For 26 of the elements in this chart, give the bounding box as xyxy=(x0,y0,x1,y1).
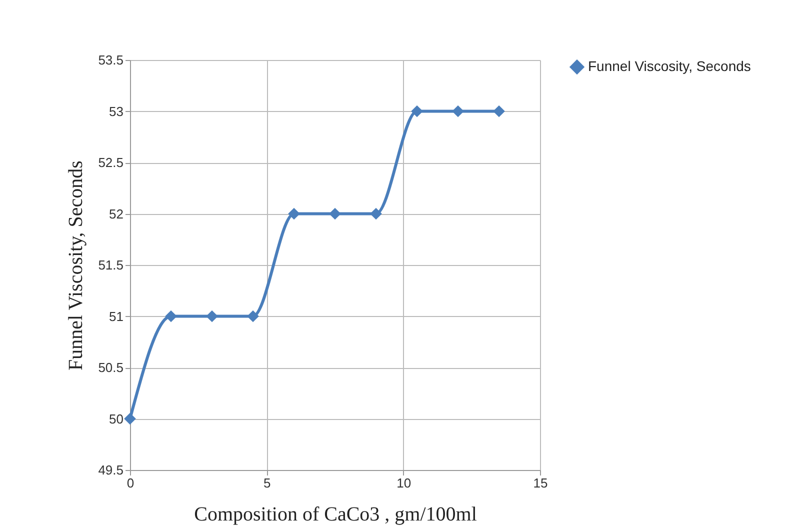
y-tick-label: 53 xyxy=(109,104,124,119)
y-tick-label: 50 xyxy=(109,411,124,426)
y-tick-label: 51.5 xyxy=(98,258,124,272)
y-tick-label: 53.5 xyxy=(98,52,124,68)
y-axis-title: Funnel Viscosity, Seconds xyxy=(65,160,88,370)
point xyxy=(493,105,505,118)
point xyxy=(329,208,341,220)
legend-label: Funnel Viscosity, Seconds xyxy=(588,58,751,74)
point xyxy=(247,310,259,322)
y-tick-label: 49.5 xyxy=(98,462,124,478)
point xyxy=(124,412,136,425)
x-tick-label: 5 xyxy=(264,476,271,490)
point xyxy=(288,208,300,220)
y-tick-label: 52 xyxy=(109,206,124,222)
y-tick-label: 52.5 xyxy=(98,155,124,170)
x-tick-label: 10 xyxy=(396,476,412,490)
point xyxy=(411,105,423,118)
x-tick-label: 0 xyxy=(126,476,134,490)
point xyxy=(370,208,382,220)
y-tick-label: 51 xyxy=(109,308,124,324)
point xyxy=(206,310,218,322)
point xyxy=(452,105,464,118)
x-tick-label: 15 xyxy=(533,476,548,490)
point xyxy=(165,310,177,322)
y-tick-label: 50.5 xyxy=(98,360,124,375)
x-axis-title: Composition of CaCo3 , gm/100ml xyxy=(194,504,478,526)
